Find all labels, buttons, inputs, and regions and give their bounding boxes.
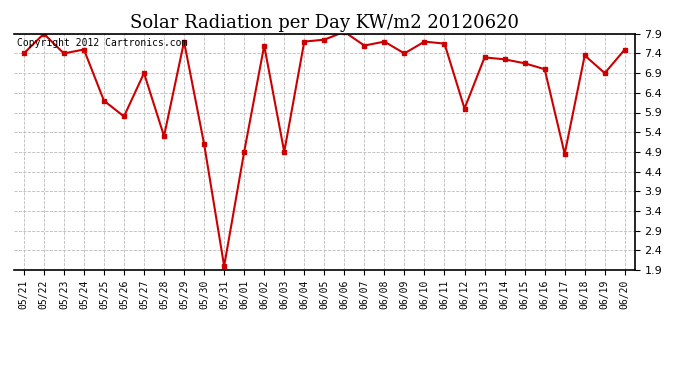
Text: Copyright 2012 Cartronics.com: Copyright 2012 Cartronics.com	[17, 39, 187, 48]
Title: Solar Radiation per Day KW/m2 20120620: Solar Radiation per Day KW/m2 20120620	[130, 14, 519, 32]
